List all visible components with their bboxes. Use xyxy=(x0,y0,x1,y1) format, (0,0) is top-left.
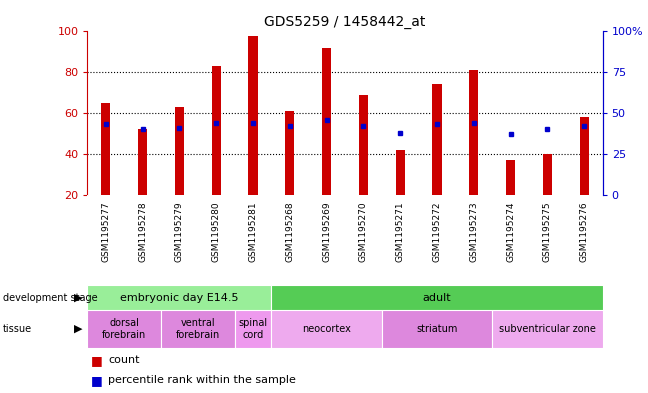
Bar xyxy=(469,70,478,195)
Bar xyxy=(161,310,235,348)
Text: tissue: tissue xyxy=(3,324,32,334)
Text: GSM1195270: GSM1195270 xyxy=(359,202,368,263)
Text: GSM1195274: GSM1195274 xyxy=(506,202,515,262)
Bar xyxy=(506,160,515,195)
Text: adult: adult xyxy=(422,293,452,303)
Text: ▶: ▶ xyxy=(74,324,82,334)
Bar xyxy=(138,129,147,195)
Text: ■: ■ xyxy=(91,354,102,367)
Bar xyxy=(175,107,184,195)
Bar xyxy=(322,48,331,195)
Text: count: count xyxy=(108,355,140,365)
Text: GSM1195275: GSM1195275 xyxy=(543,202,552,263)
Text: subventricular zone: subventricular zone xyxy=(499,324,596,334)
Bar xyxy=(432,84,442,195)
Text: development stage: development stage xyxy=(3,293,98,303)
Bar xyxy=(272,310,382,348)
Bar xyxy=(543,154,552,195)
Bar xyxy=(272,285,603,310)
Text: GSM1195278: GSM1195278 xyxy=(138,202,147,263)
Bar xyxy=(248,35,258,195)
Text: GSM1195279: GSM1195279 xyxy=(175,202,184,263)
Text: GSM1195280: GSM1195280 xyxy=(212,202,221,263)
Text: GSM1195269: GSM1195269 xyxy=(322,202,331,263)
Bar xyxy=(101,103,110,195)
Bar xyxy=(87,310,161,348)
Title: GDS5259 / 1458442_at: GDS5259 / 1458442_at xyxy=(264,15,426,29)
Text: GSM1195272: GSM1195272 xyxy=(433,202,441,262)
Bar xyxy=(396,150,405,195)
Bar xyxy=(212,66,221,195)
Text: GSM1195273: GSM1195273 xyxy=(469,202,478,263)
Text: spinal
cord: spinal cord xyxy=(238,318,268,340)
Bar xyxy=(87,285,272,310)
Text: ▶: ▶ xyxy=(74,293,82,303)
Bar xyxy=(359,95,368,195)
Bar xyxy=(580,117,589,195)
Bar xyxy=(382,310,492,348)
Text: GSM1195268: GSM1195268 xyxy=(285,202,294,263)
Text: dorsal
forebrain: dorsal forebrain xyxy=(102,318,146,340)
Text: GSM1195277: GSM1195277 xyxy=(101,202,110,263)
Bar xyxy=(235,310,272,348)
Text: percentile rank within the sample: percentile rank within the sample xyxy=(108,375,296,386)
Bar xyxy=(492,310,603,348)
Text: striatum: striatum xyxy=(417,324,457,334)
Text: neocortex: neocortex xyxy=(302,324,351,334)
Text: ventral
forebrain: ventral forebrain xyxy=(176,318,220,340)
Bar xyxy=(285,111,294,195)
Text: ■: ■ xyxy=(91,374,102,387)
Text: embryonic day E14.5: embryonic day E14.5 xyxy=(121,293,238,303)
Text: GSM1195271: GSM1195271 xyxy=(396,202,405,263)
Text: GSM1195281: GSM1195281 xyxy=(249,202,257,263)
Text: GSM1195276: GSM1195276 xyxy=(580,202,589,263)
